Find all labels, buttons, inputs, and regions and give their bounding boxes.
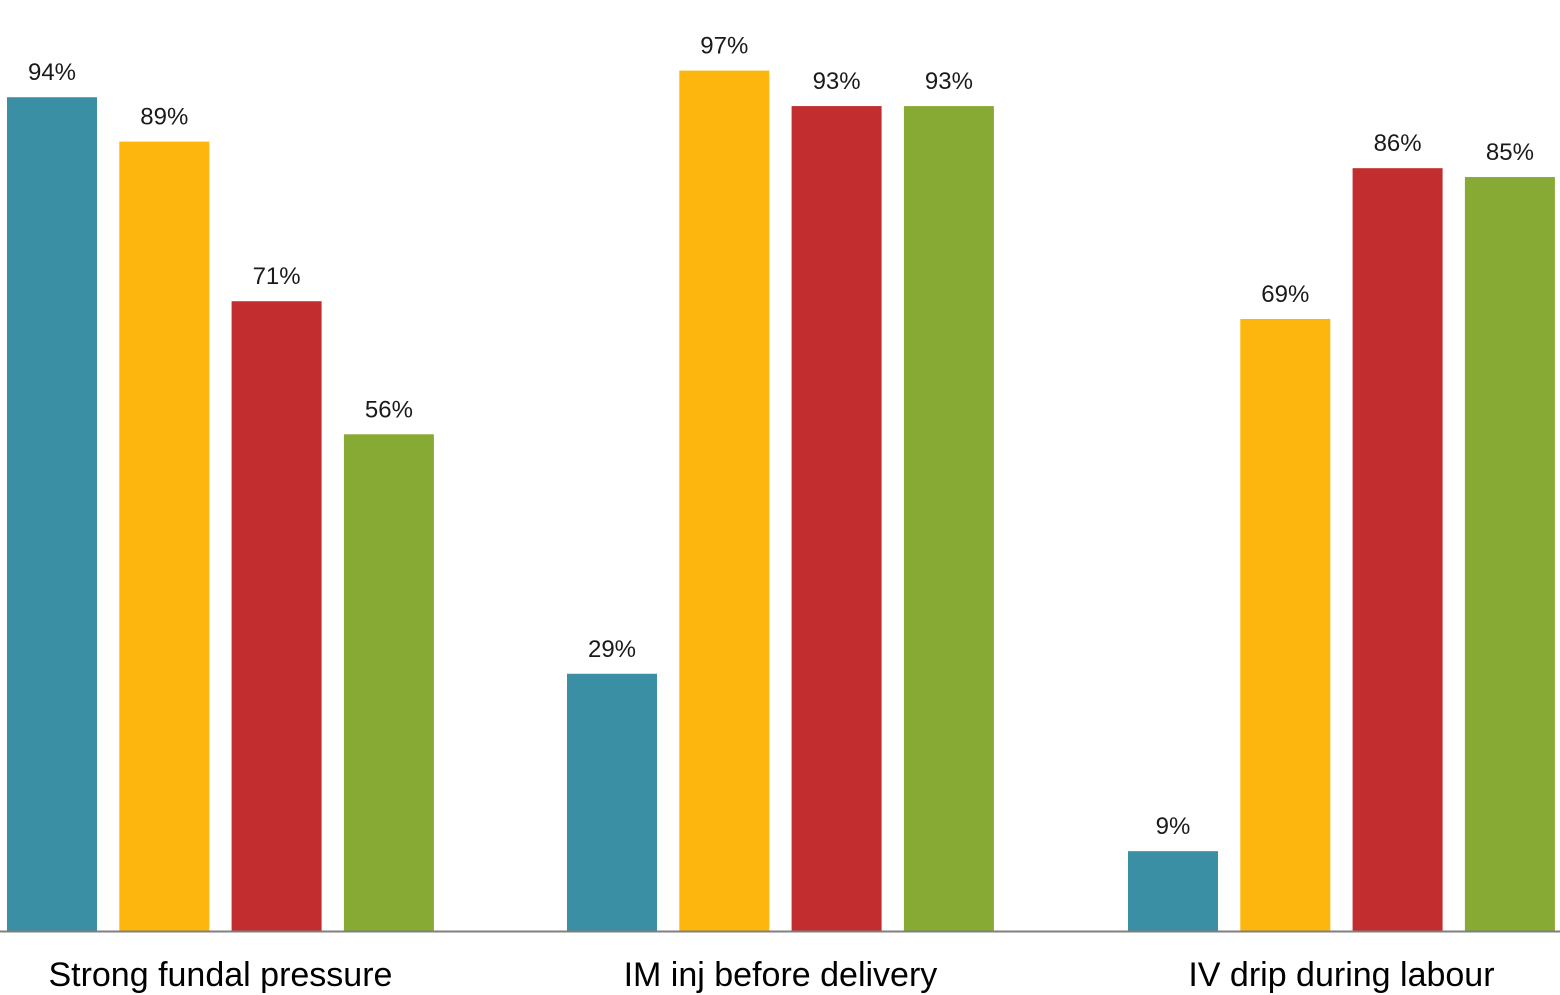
- bar: [567, 673, 657, 931]
- category-label: Strong fundal pressure: [48, 956, 392, 994]
- data-label: 56%: [365, 396, 413, 423]
- bar: [7, 97, 97, 932]
- data-label: 86%: [1374, 130, 1422, 157]
- bar: [903, 106, 994, 932]
- bar: [679, 70, 770, 932]
- bar: [1464, 177, 1555, 932]
- data-label: 85%: [1486, 139, 1534, 166]
- bar: [343, 434, 434, 931]
- bar: [1352, 168, 1443, 931]
- bar: [119, 141, 210, 931]
- bar: [1128, 851, 1218, 931]
- data-label: 69%: [1261, 281, 1309, 308]
- bar: [791, 106, 882, 932]
- data-label: 71%: [253, 263, 301, 290]
- category-label: IV drip during labour: [1188, 956, 1494, 994]
- bar: [231, 301, 322, 932]
- data-label: 9%: [1156, 813, 1191, 840]
- data-label: 29%: [588, 636, 636, 663]
- bar: [1240, 318, 1331, 932]
- data-label: 97%: [700, 33, 748, 60]
- data-label: 93%: [813, 68, 861, 95]
- data-label: 93%: [925, 68, 973, 95]
- data-label: 94%: [28, 59, 76, 86]
- category-label: IM inj before delivery: [624, 956, 938, 994]
- data-label: 89%: [140, 104, 188, 131]
